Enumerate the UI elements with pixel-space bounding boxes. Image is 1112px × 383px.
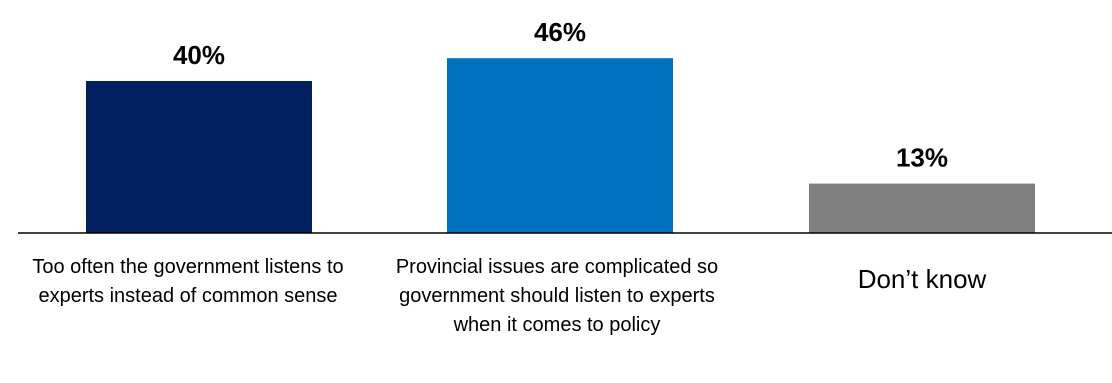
bars-group (86, 58, 1035, 234)
category-label-listen-to-experts: Provincial issues are complicated so gov… (395, 256, 719, 336)
value-label: 46% (534, 17, 586, 47)
value-label: 13% (896, 143, 948, 173)
value-labels-group: 40% 46% 13% (173, 17, 948, 172)
category-label-dont-know: Don’t know (857, 264, 987, 294)
value-label: 40% (173, 40, 225, 70)
category-label-experts-vs-common-sense: Too often the government listens to expe… (32, 256, 344, 307)
bar-experts-vs-common-sense (86, 81, 312, 233)
bar-listen-to-experts (447, 58, 673, 234)
bar-dont-know (809, 183, 1035, 233)
